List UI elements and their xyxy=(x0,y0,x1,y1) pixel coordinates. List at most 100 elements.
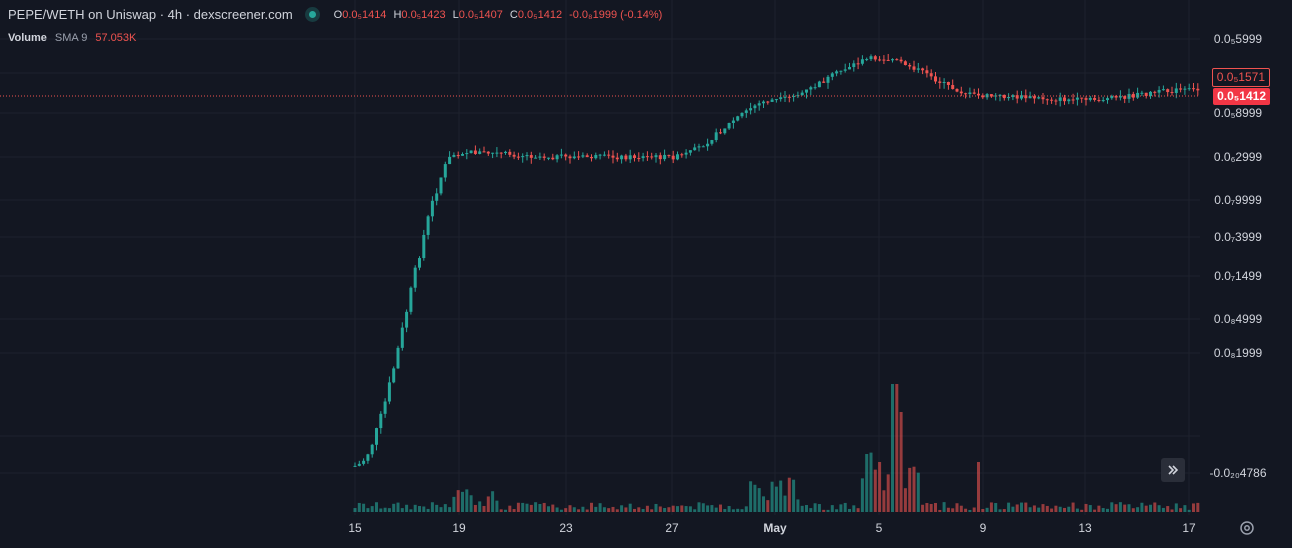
volume-bar xyxy=(1063,507,1066,512)
candle-body xyxy=(542,156,546,158)
scroll-to-realtime-button[interactable] xyxy=(1161,458,1185,482)
candle-body xyxy=(800,92,804,96)
candle-body xyxy=(564,154,568,157)
volume-bar xyxy=(934,503,937,512)
time-axis[interactable]: 15 19 23 27 May 5 9 13 17 xyxy=(348,521,1196,535)
candle-body xyxy=(1084,98,1088,100)
candle-body xyxy=(383,401,387,414)
candle-body xyxy=(899,59,903,62)
candle-body xyxy=(912,66,916,70)
volume-bar xyxy=(637,507,641,512)
time-tick-label: 9 xyxy=(980,521,987,535)
volume-bar xyxy=(1149,504,1152,512)
candle-body xyxy=(495,152,499,154)
candle-body xyxy=(654,155,658,158)
candle-body xyxy=(1131,93,1135,98)
volume-bar xyxy=(418,506,421,512)
volume-bar xyxy=(572,507,576,512)
candle-body xyxy=(529,155,533,158)
volume-bar xyxy=(792,479,796,512)
candle-body xyxy=(362,460,366,464)
candle-body xyxy=(770,99,774,102)
candle-body xyxy=(817,81,821,88)
volume-bar xyxy=(710,505,714,512)
candle-body xyxy=(809,87,813,90)
candle-body xyxy=(813,87,817,89)
candle-body xyxy=(903,61,907,66)
volume-bar xyxy=(615,509,619,512)
volume-bar xyxy=(1192,503,1195,512)
time-tick-label: 5 xyxy=(876,521,883,535)
candle-body xyxy=(955,89,959,92)
volume-bar xyxy=(396,502,400,512)
volume-bar xyxy=(706,505,710,512)
volume-bar xyxy=(753,484,757,512)
volume-bar xyxy=(362,503,366,512)
candle-body xyxy=(615,157,619,160)
symbol-title[interactable]: PEPE/WETH on Uniswap · 4h · dexscreener.… xyxy=(8,7,293,22)
volume-bar xyxy=(1037,507,1041,512)
candle-body xyxy=(357,463,361,466)
candle-body xyxy=(1140,92,1144,94)
volume-bar xyxy=(409,509,413,512)
candle-body xyxy=(418,258,421,268)
price-tick-label: 0.0₇3999 xyxy=(1214,230,1262,244)
volume-bar xyxy=(779,480,783,512)
candle-body xyxy=(1071,99,1075,101)
candle-body xyxy=(865,59,869,61)
candle-body xyxy=(998,94,1002,96)
candle-body xyxy=(671,155,675,160)
candle-body xyxy=(762,101,765,104)
price-tick-label: 0.0₅8999 xyxy=(1214,106,1263,120)
ohlc-change: -0.0₈1999 (-0.14%) xyxy=(569,8,663,21)
price-tick-label: 0.0₈1999 xyxy=(1214,346,1263,360)
volume-bar xyxy=(504,509,507,512)
volume-bar xyxy=(938,509,942,512)
candle-body xyxy=(994,95,998,97)
candle-body xyxy=(1037,97,1041,99)
candle-body xyxy=(1123,96,1127,99)
candle-body xyxy=(366,454,370,461)
volume-bar xyxy=(611,506,615,512)
candle-body xyxy=(482,151,486,153)
volume-bar xyxy=(762,496,765,512)
volume-bar xyxy=(491,491,495,512)
volume-bar xyxy=(1140,502,1144,512)
volume-bar xyxy=(379,508,383,512)
candle-body xyxy=(757,103,761,106)
gear-icon[interactable] xyxy=(1238,519,1256,537)
candle-body xyxy=(568,156,572,159)
candle-body xyxy=(822,81,826,83)
volume-bar xyxy=(448,507,452,512)
candle-body xyxy=(658,155,662,160)
volume-bar xyxy=(1196,502,1200,512)
price-axis[interactable]: 0.0₅5999 0.0₅8999 0.0₆2999 0.0₇9999 0.0₇3999… xyxy=(1209,32,1266,480)
volume-bar xyxy=(1007,502,1011,512)
candle-body xyxy=(602,154,606,156)
high-price-tag: 0.0₅1571 xyxy=(1211,68,1270,87)
volume-bar xyxy=(749,481,753,512)
volume-bar xyxy=(512,509,516,512)
candle-body xyxy=(1106,98,1109,101)
volume-bar xyxy=(1050,508,1054,512)
candle-body xyxy=(353,465,357,467)
volume-bar xyxy=(839,504,843,512)
volume-bar xyxy=(547,506,550,512)
volume-bar xyxy=(1075,508,1079,512)
volume-bar xyxy=(1123,504,1127,512)
volume-bar xyxy=(873,469,877,512)
candle-body xyxy=(443,164,447,178)
volume-label[interactable]: Volume xyxy=(8,32,47,44)
candle-body xyxy=(551,157,555,160)
volume-bar xyxy=(843,502,847,512)
candle-body xyxy=(701,146,705,148)
volume-bar xyxy=(925,503,929,512)
candle-body xyxy=(1170,92,1174,94)
volume-bar xyxy=(757,488,761,512)
candle-body xyxy=(413,267,417,288)
volume-bar xyxy=(559,509,563,512)
volume-bar xyxy=(878,461,882,512)
volume-bar xyxy=(697,502,701,512)
volume-bar xyxy=(1114,504,1118,512)
